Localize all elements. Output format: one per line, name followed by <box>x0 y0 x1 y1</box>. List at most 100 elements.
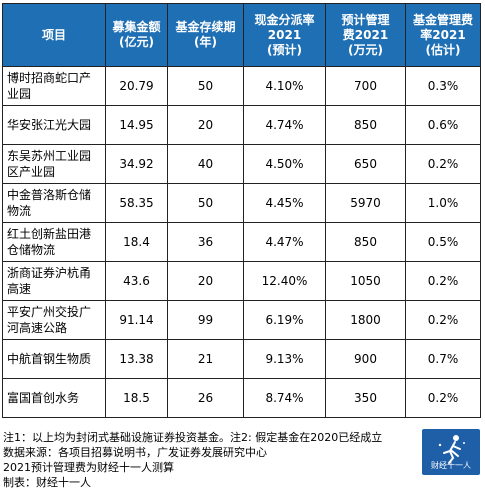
table-header: 项目 募集金额 (亿元) 基金存续期 (年) 现金分派率 2021 (预计) 预计管理 费2021… <box>2 3 481 67</box>
project-name-line: 物流 <box>7 204 32 218</box>
term-cell: 20 <box>167 105 244 145</box>
table-body: 博时招商蛇口产 业园 20.79 50 4.10% 700 0.3% 华安张江光大园 14.95… <box>2 66 481 418</box>
term-cell: 36 <box>167 222 244 262</box>
logo-text: 财经十一人 <box>431 461 471 470</box>
project-name-cell: 东吴苏州工业园 区产业园 <box>2 144 106 184</box>
header-row: 项目 募集金额 (亿元) 基金存续期 (年) 现金分派率 2021 (预计) 预计管理 费2021… <box>2 3 481 67</box>
column-header: 基金存续期 (年) <box>167 3 244 67</box>
amount-cell: 18.5 <box>105 378 168 418</box>
project-name-line: 仓储物流 <box>7 243 56 257</box>
project-name-line: 平安广州交投广 <box>7 305 92 319</box>
column-header-line: 募集金额 <box>112 20 161 34</box>
fee-cell: 5970 <box>325 183 406 223</box>
amount-cell: 43.6 <box>105 261 168 301</box>
term-cell: 21 <box>167 339 244 379</box>
project-name-cell: 平安广州交投广 河高速公路 <box>2 300 106 340</box>
project-name-cell: 中航首钢生物质 <box>2 339 106 379</box>
payout-cell: 6.19% <box>243 300 326 340</box>
amount-cell: 34.92 <box>105 144 168 184</box>
project-name-line: 中航首钢生物质 <box>7 352 92 366</box>
column-header-line: 基金管理费 <box>412 12 473 27</box>
column-header-line: (年) <box>194 35 217 49</box>
payout-cell: 4.45% <box>243 183 326 223</box>
term-cell: 26 <box>167 378 244 418</box>
fee-rate-cell: 0.2% <box>405 300 481 340</box>
table-row: 红土创新盐田港 仓储物流 18.4 36 4.47% 850 0.5% <box>2 222 481 262</box>
project-name-line: 区产业园 <box>7 165 56 179</box>
project-name-line: 中金普洛斯仓储 <box>7 188 92 202</box>
table-row: 中航首钢生物质 13.38 21 9.13% 900 0.7% <box>2 339 481 379</box>
term-cell: 20 <box>167 261 244 301</box>
column-header: 预计管理 费2021 (万元) <box>325 3 406 67</box>
project-name-line: 博时招商蛇口产 <box>7 71 92 85</box>
footnote-line: 2021预计管理费为财经十一人测算 <box>3 461 174 474</box>
fee-cell: 700 <box>325 66 406 106</box>
payout-cell: 9.13% <box>243 339 326 379</box>
project-name-cell: 华安张江光大园 <box>2 105 106 145</box>
project-name-line: 浙商证券沪杭甬 <box>7 266 92 280</box>
amount-cell: 91.14 <box>105 300 168 340</box>
payout-cell: 4.47% <box>243 222 326 262</box>
fee-cell: 850 <box>325 105 406 145</box>
project-name-cell: 博时招商蛇口产 业园 <box>2 66 106 106</box>
fee-cell: 1800 <box>325 300 406 340</box>
fee-cell: 650 <box>325 144 406 184</box>
column-header: 基金管理费 率2021 (估计) <box>405 3 481 67</box>
fee-cell: 900 <box>325 339 406 379</box>
amount-cell: 20.79 <box>105 66 168 106</box>
column-header: 现金分派率 2021 (预计) <box>243 3 326 67</box>
fee-rate-cell: 0.6% <box>405 105 481 145</box>
column-header-line: (估计) <box>425 42 461 57</box>
project-name-line: 红土创新盐田港 <box>7 227 92 241</box>
column-header-line: 费2021 <box>342 27 389 42</box>
table-row: 平安广州交投广 河高速公路 91.14 99 6.19% 1800 0.2% <box>2 300 481 340</box>
column-header-line: (亿元) <box>119 35 154 49</box>
project-name-line: 高速 <box>7 282 32 296</box>
amount-cell: 14.95 <box>105 105 168 145</box>
column-header-line: 率2021 <box>420 27 466 42</box>
payout-cell: 8.74% <box>243 378 326 418</box>
term-cell: 40 <box>167 144 244 184</box>
brand-logo: 财经十一人 <box>422 429 480 475</box>
column-header-line: 预计管理 <box>341 12 390 27</box>
fee-rate-cell: 0.2% <box>405 144 481 184</box>
project-name-cell: 浙商证券沪杭甬 高速 <box>2 261 106 301</box>
runner-logo-icon <box>438 435 465 464</box>
amount-cell: 13.38 <box>105 339 168 379</box>
table-row: 富国首创水务 18.5 26 8.74% 350 0.2% <box>2 378 481 418</box>
footnotes: 注1：以上均为封闭式基础设施证券投资基金。注2: 假定基金在2020已经成立 数据… <box>3 430 403 490</box>
table-row: 中金普洛斯仓储 物流 58.35 50 4.45% 5970 1.0% <box>2 183 481 223</box>
column-header-line: (万元) <box>348 42 383 57</box>
term-cell: 50 <box>167 66 244 106</box>
footnote-line: 数据来源：各项目招募说明书，广发证券发展研究中心 <box>3 446 267 459</box>
column-header-line: 2021 <box>267 27 302 42</box>
footnote-line: 注1：以上均为封闭式基础设施证券投资基金。注2: 假定基金在2020已经成立 <box>3 431 383 444</box>
payout-cell: 4.10% <box>243 66 326 106</box>
column-header: 项目 <box>2 3 106 67</box>
project-name-cell: 中金普洛斯仓储 物流 <box>2 183 106 223</box>
column-header: 募集金额 (亿元) <box>105 3 168 67</box>
fee-cell: 350 <box>325 378 406 418</box>
amount-cell: 18.4 <box>105 222 168 262</box>
table-row: 博时招商蛇口产 业园 20.79 50 4.10% 700 0.3% <box>2 66 481 106</box>
project-name-line: 华安张江光大园 <box>7 118 92 132</box>
payout-cell: 12.40% <box>243 261 326 301</box>
project-name-line: 富国首创水务 <box>7 391 80 405</box>
amount-cell: 58.35 <box>105 183 168 223</box>
column-header-line: 基金存续期 <box>175 20 236 34</box>
fee-rate-cell: 0.5% <box>405 222 481 262</box>
payout-cell: 4.74% <box>243 105 326 145</box>
table-row: 华安张江光大园 14.95 20 4.74% 850 0.6% <box>2 105 481 145</box>
fee-rate-cell: 0.2% <box>405 261 481 301</box>
fee-rate-cell: 0.3% <box>405 66 481 106</box>
column-header-line: 现金分派率 <box>254 12 315 27</box>
project-name-line: 东吴苏州工业园 <box>7 149 92 163</box>
project-name-cell: 红土创新盐田港 仓储物流 <box>2 222 106 262</box>
project-name-cell: 富国首创水务 <box>2 378 106 418</box>
fee-cell: 1050 <box>325 261 406 301</box>
fee-rate-cell: 0.2% <box>405 378 481 418</box>
fee-rate-cell: 1.0% <box>405 183 481 223</box>
term-cell: 50 <box>167 183 244 223</box>
footnote-line: 制表：财经十一人 <box>3 476 91 489</box>
